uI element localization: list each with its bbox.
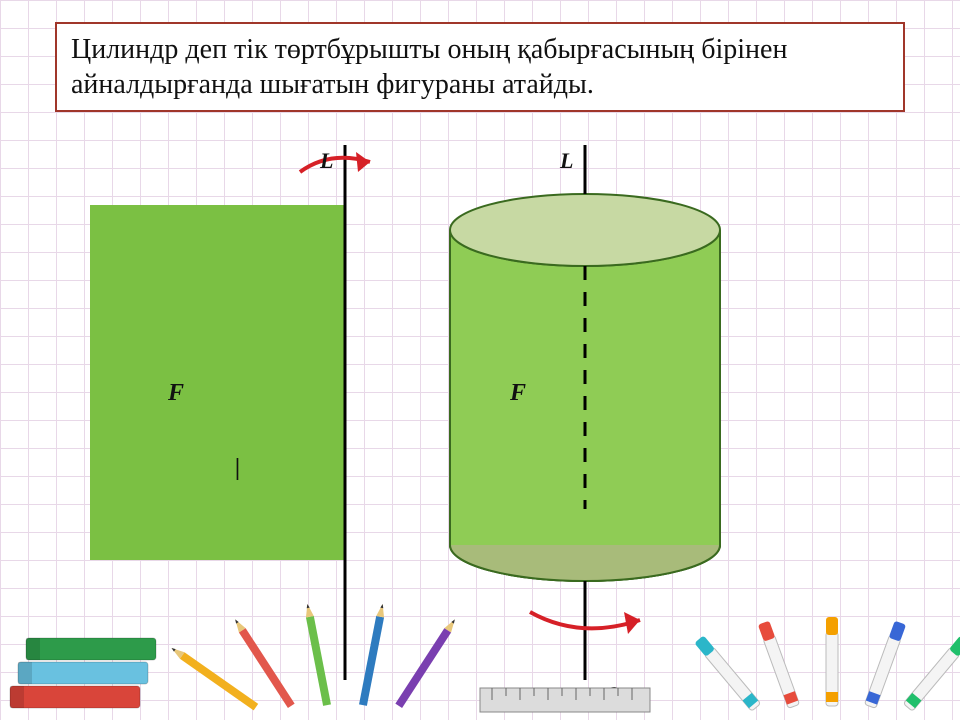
label-axis-right: L [559, 148, 573, 173]
slide-canvas: Цилиндр деп тік төртбұрышты оның қабырға… [0, 0, 960, 720]
label-num-2: 2 [610, 683, 620, 705]
cylinder-top-ellipse [450, 194, 720, 266]
cylinder-bottom-front [450, 545, 720, 581]
label-face-right: F [509, 380, 526, 406]
cylinder [450, 194, 720, 581]
label-face-left: F [167, 380, 184, 406]
label-axis-left: L [319, 148, 333, 173]
rect-tick: | [235, 455, 240, 481]
rotation-arrow-top [300, 152, 370, 172]
label-num-1: 1 [105, 683, 115, 705]
diagram: L L F F | 1 2 [0, 0, 960, 720]
rectangle-F [90, 205, 345, 560]
